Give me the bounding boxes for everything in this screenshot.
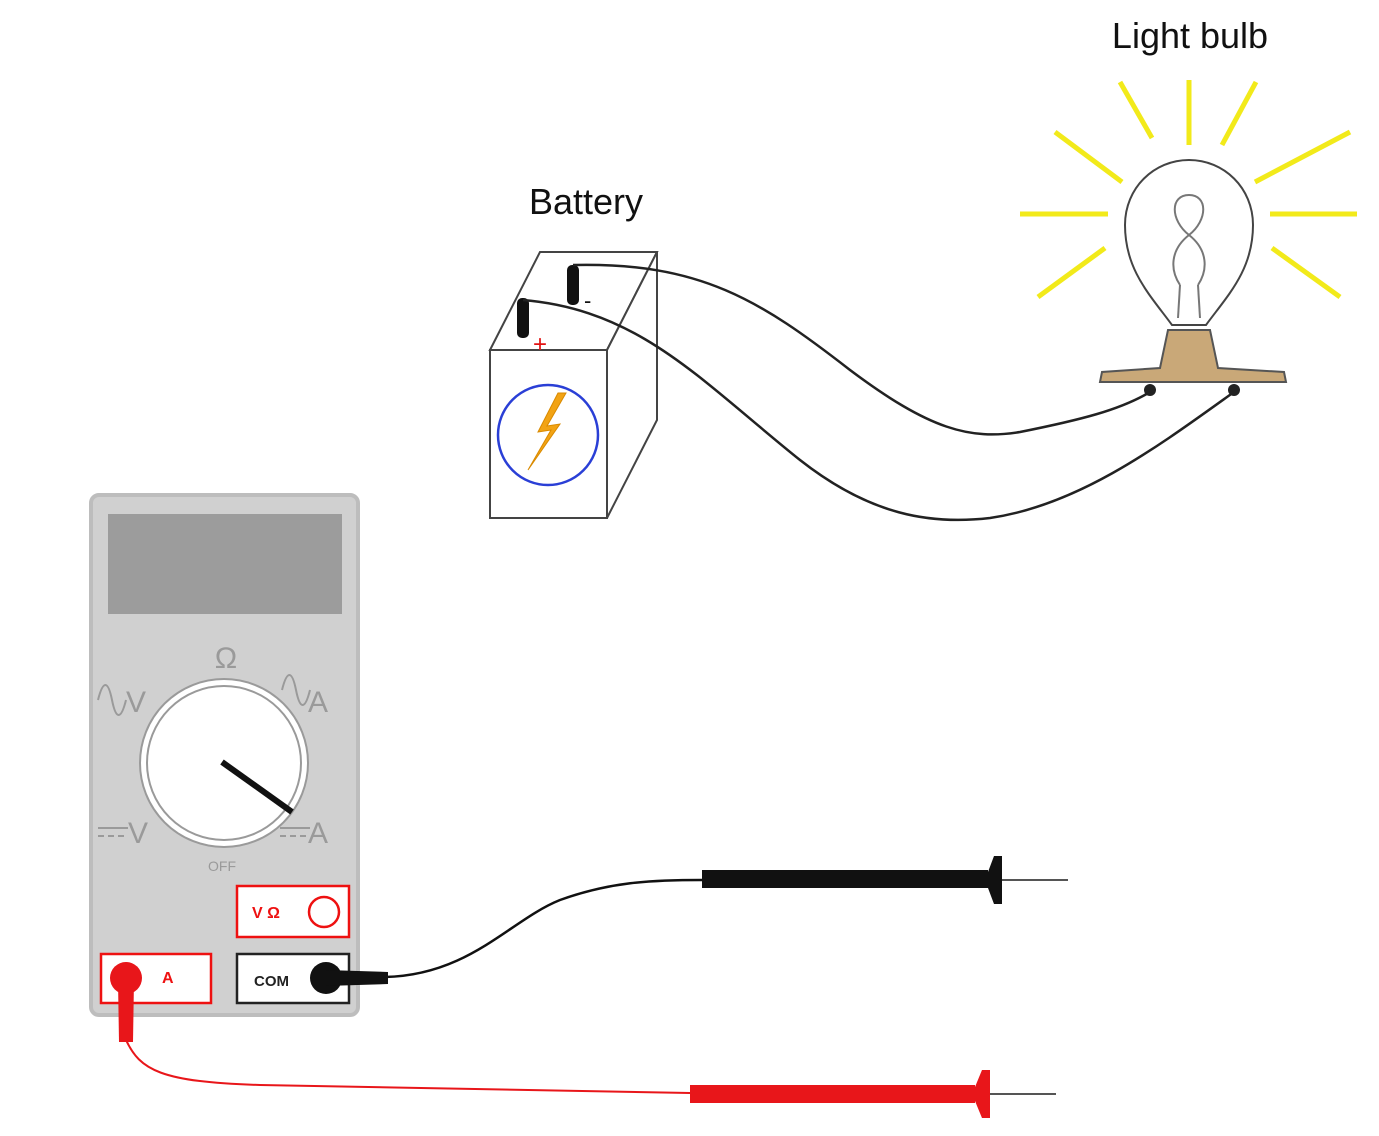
- ray: [1219, 80, 1259, 147]
- ray: [1053, 129, 1124, 185]
- ray: [1036, 245, 1107, 300]
- red-probe-handle: [690, 1085, 975, 1103]
- positive-symbol: +: [533, 331, 547, 358]
- wire-negative: [572, 263, 1151, 436]
- dial-pointer: [220, 759, 294, 815]
- filament-icon: [1172, 193, 1206, 319]
- multimeter: Ω V A V A OFF V Ω: [89, 493, 360, 1017]
- black-lead-wire: [384, 878, 703, 979]
- circuit-wires: [522, 263, 1235, 522]
- black-test-lead[interactable]: [310, 856, 1068, 994]
- ray: [1253, 129, 1352, 185]
- battery: Battery - +: [488, 181, 659, 519]
- volt-ohm-jack[interactable]: V Ω: [235, 884, 351, 939]
- black-probe-guard: [988, 856, 1002, 904]
- ac-volts-label: V: [126, 686, 146, 719]
- red-plug: [110, 962, 142, 994]
- ray: [1270, 245, 1342, 300]
- battery-label: Battery: [529, 181, 643, 222]
- red-plug-boot: [118, 980, 134, 1042]
- light-bulb-label: Light bulb: [1112, 15, 1268, 56]
- ac-amps-label: A: [308, 686, 328, 719]
- dc-symbol-icon: [280, 827, 310, 837]
- dc-symbol-icon: [98, 827, 128, 837]
- red-test-lead[interactable]: [110, 962, 1056, 1118]
- off-label: OFF: [208, 858, 236, 874]
- selector-dial[interactable]: [139, 678, 309, 848]
- ray: [1117, 80, 1155, 140]
- volt-ohm-socket: [307, 895, 341, 929]
- light-bulb: Light bulb: [1020, 15, 1357, 396]
- positive-terminal: [517, 298, 529, 338]
- black-probe-handle: [702, 870, 988, 888]
- ohms-label: Ω: [215, 642, 237, 675]
- red-lead-wire: [125, 1039, 691, 1094]
- light-rays: [1020, 80, 1357, 300]
- bulb-glass: [1123, 158, 1255, 326]
- bulb-socket: [1098, 329, 1288, 383]
- amps-jack-label: A: [162, 970, 174, 987]
- ac-wave-icon: [281, 674, 311, 706]
- red-probe-guard: [975, 1070, 990, 1118]
- volt-ohm-jack-label: V Ω: [252, 905, 280, 922]
- common-jack-label: COM: [254, 973, 289, 990]
- negative-symbol: -: [584, 288, 591, 313]
- negative-terminal: [567, 265, 579, 305]
- meter-display: [108, 514, 342, 614]
- black-plug-boot: [326, 970, 388, 986]
- dc-volts-label: V: [128, 817, 148, 850]
- wire-positive: [522, 298, 1235, 522]
- dc-amps-label: A: [308, 817, 328, 850]
- lightning-bolt-icon: [527, 392, 567, 471]
- ac-wave-icon: [97, 684, 127, 716]
